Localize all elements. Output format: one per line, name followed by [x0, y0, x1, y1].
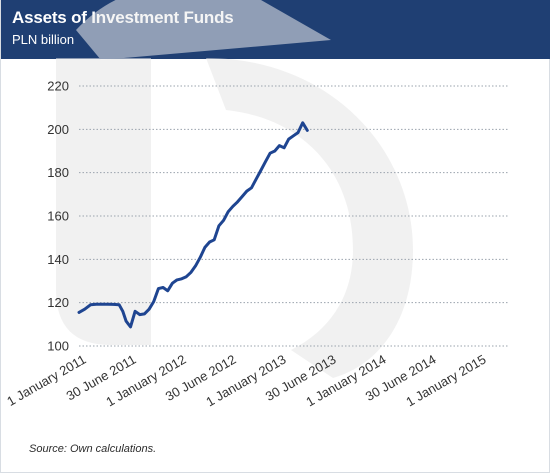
data-point: [259, 169, 262, 172]
y-axis: 100 120 140 160 180 200 220: [47, 79, 69, 354]
y-tick-label: 160: [47, 209, 69, 224]
data-point: [118, 303, 121, 306]
data-point: [171, 282, 174, 285]
grid-layer: [79, 85, 509, 347]
data-point: [241, 195, 244, 198]
data-point: [264, 160, 267, 163]
data-point: [166, 289, 169, 292]
series-layer: [77, 121, 309, 329]
data-point: [245, 189, 248, 193]
data-point: [278, 144, 281, 147]
data-point: [250, 186, 253, 189]
data-point: [236, 200, 239, 204]
data-point: [180, 277, 183, 280]
data-point: [268, 152, 272, 155]
data-point: [292, 134, 295, 137]
data-point: [152, 300, 155, 303]
data-point: [133, 310, 137, 313]
data-point: [121, 310, 125, 313]
data-point: [282, 146, 286, 149]
data-point: [222, 219, 225, 222]
data-point: [217, 224, 221, 227]
data-point: [157, 287, 160, 290]
data-point: [147, 308, 151, 311]
data-point: [306, 129, 309, 132]
data-point: [273, 149, 276, 153]
data-point: [77, 311, 81, 314]
y-tick-label: 140: [47, 252, 69, 267]
data-point: [227, 210, 230, 213]
data-point: [301, 121, 304, 125]
data-point: [89, 303, 92, 306]
data-point: [208, 240, 211, 244]
data-point: [203, 246, 207, 249]
watermark-logo: [56, 0, 413, 378]
data-point: [213, 238, 216, 241]
chart-subtitle: PLN billion: [12, 32, 75, 47]
data-point: [106, 303, 109, 306]
data-point: [296, 131, 300, 134]
y-tick-label: 200: [47, 122, 69, 137]
data-point: [254, 178, 258, 181]
y-tick-label: 180: [47, 165, 69, 180]
data-point: [194, 264, 197, 267]
data-point: [175, 278, 179, 282]
data-point: [138, 313, 141, 316]
y-tick-label: 220: [47, 79, 69, 94]
data-point: [199, 256, 202, 259]
data-point: [189, 271, 193, 274]
data-point: [161, 286, 165, 289]
data-point: [83, 308, 86, 311]
y-tick-label: 100: [47, 339, 69, 354]
data-point: [185, 275, 188, 278]
data-point: [112, 303, 115, 306]
source-note: Source: Own calculations.: [29, 443, 157, 455]
data-point: [143, 312, 146, 316]
data-point: [100, 303, 104, 306]
y-tick-label: 120: [47, 295, 69, 310]
data-point: [129, 325, 132, 329]
data-point: [95, 303, 98, 306]
data-point: [231, 205, 235, 208]
data-point: [287, 137, 290, 141]
data-point: [124, 319, 128, 323]
